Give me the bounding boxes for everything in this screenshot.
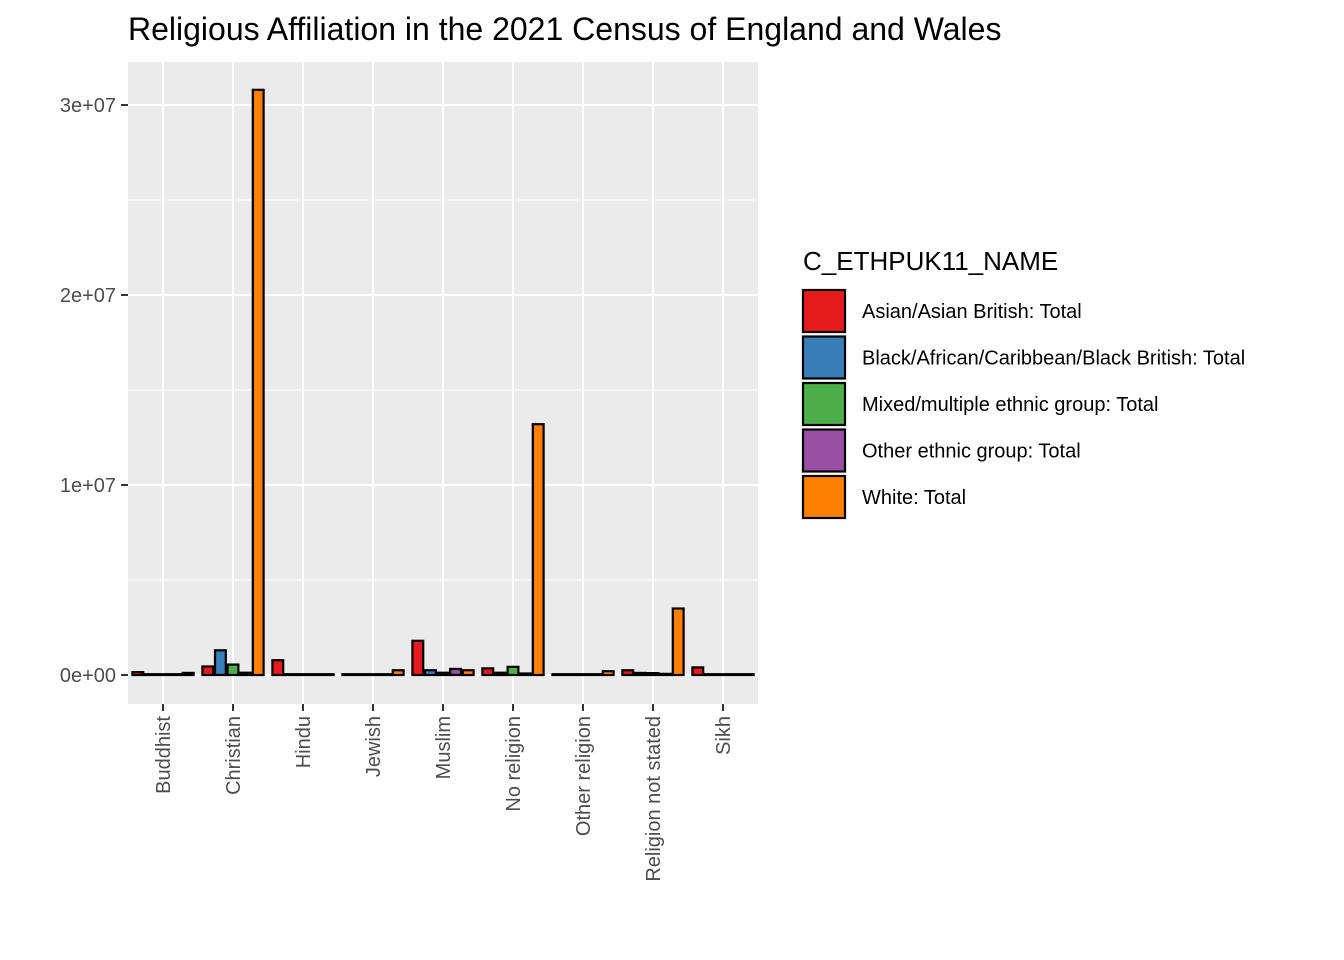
bar [519, 672, 533, 677]
y-tick-label: 2e+07 [60, 285, 116, 307]
chart-title: Religious Affiliation in the 2021 Census… [128, 11, 1001, 47]
y-tick-label: 0e+00 [60, 665, 116, 687]
legend-key [801, 335, 847, 380]
bar [366, 673, 380, 677]
x-axis: Buddhist Christian Hindu Jewish Muslim No rel… [153, 704, 735, 882]
bar [436, 671, 450, 677]
bar [691, 666, 705, 677]
bar [729, 673, 743, 677]
bar [493, 671, 507, 677]
bar [391, 669, 405, 677]
bar [181, 671, 195, 677]
bar [239, 671, 253, 677]
x-tick-label: No religion [503, 716, 525, 812]
bar [646, 671, 660, 677]
legend-key [801, 381, 847, 427]
bar [671, 607, 685, 677]
bars [131, 88, 755, 677]
bar [143, 673, 157, 677]
x-tick-label: Jewish [363, 716, 385, 777]
legend-label: White: Total [862, 487, 966, 509]
x-tick-label: Sikh [713, 716, 735, 755]
x-tick-label: Religion not stated [643, 716, 665, 882]
bar [226, 663, 240, 677]
bar [449, 667, 463, 677]
bar [341, 673, 355, 677]
bar [461, 669, 475, 677]
bar [703, 673, 717, 677]
legend-label: Mixed/multiple ethnic group: Total [862, 394, 1158, 416]
bar [633, 671, 647, 677]
legend: C_ETHPUK11_NAME Asian/Asian British: Tot… [801, 246, 1245, 520]
bar [563, 673, 577, 677]
legend-label: Asian/Asian British: Total [862, 301, 1082, 323]
bar [201, 665, 215, 677]
bar [271, 659, 285, 677]
bar [589, 673, 603, 677]
bar [321, 673, 335, 677]
bar [156, 673, 170, 677]
bar [621, 669, 635, 677]
legend-label: Black/African/Caribbean/Black British: T… [862, 348, 1245, 370]
legend-key [801, 474, 847, 520]
bar [423, 669, 437, 677]
bar [213, 649, 227, 677]
legend-key [801, 288, 847, 334]
x-tick-label: Hindu [293, 716, 315, 768]
legend-title: C_ETHPUK11_NAME [803, 246, 1058, 276]
bar [506, 665, 520, 677]
bar [481, 667, 495, 677]
x-tick-label: Christian [223, 716, 245, 795]
y-tick-label: 1e+07 [60, 475, 116, 497]
x-tick-label: Other religion [573, 716, 595, 836]
bar [131, 671, 145, 677]
bar [716, 673, 730, 677]
y-tick-label: 3e+07 [60, 95, 116, 117]
legend-key [801, 428, 847, 473]
bar [531, 423, 545, 677]
x-tick-label: Muslim [433, 716, 455, 779]
x-tick-label: Buddhist [153, 716, 175, 794]
bar [251, 88, 265, 677]
legend-label: Other ethnic group: Total [862, 441, 1081, 463]
bar [551, 673, 565, 677]
bar [169, 673, 183, 677]
y-axis: 0e+00 1e+07 2e+07 3e+07 [60, 95, 128, 687]
bar [741, 673, 755, 677]
bar [411, 639, 425, 677]
bar [353, 673, 367, 677]
bar [283, 673, 297, 677]
bar [309, 673, 323, 677]
bar [379, 673, 393, 677]
bar [296, 673, 310, 677]
grid-lines [128, 62, 758, 704]
bar [601, 670, 615, 677]
bar [576, 673, 590, 677]
bar [659, 672, 673, 677]
